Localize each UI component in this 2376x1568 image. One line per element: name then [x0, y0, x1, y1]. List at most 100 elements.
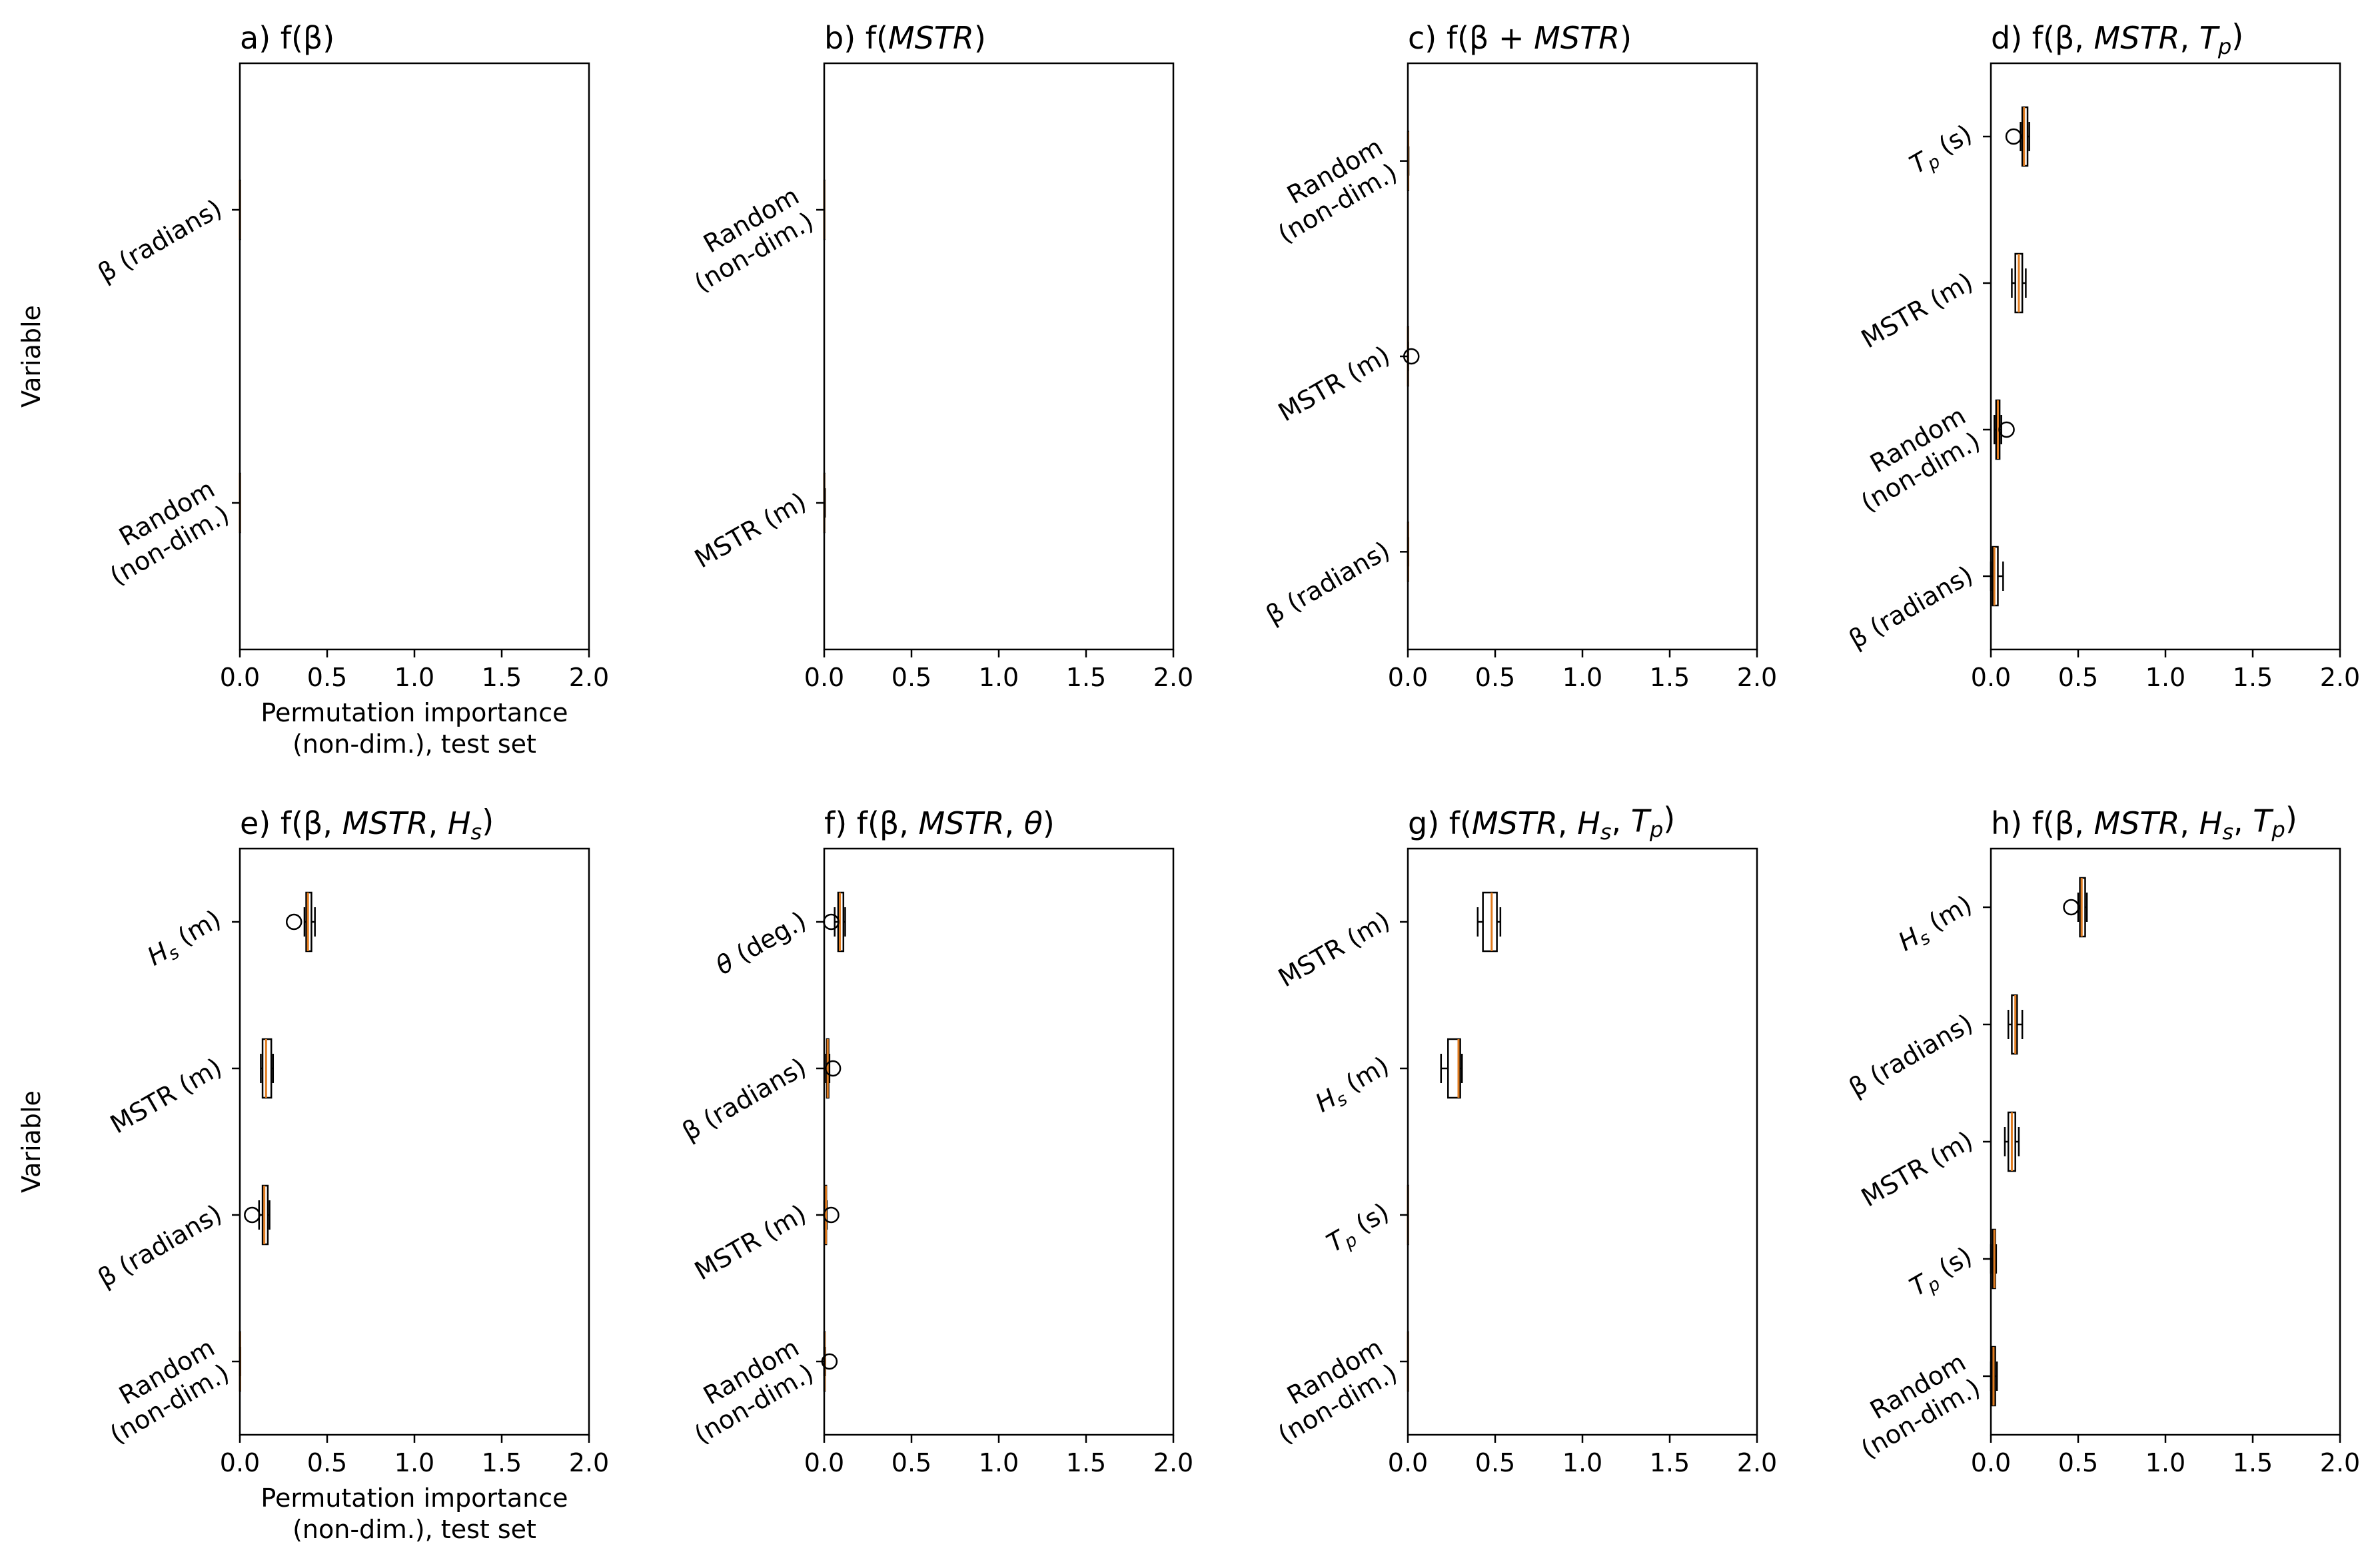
y-tick-label: Random(non-dim.) — [675, 181, 819, 298]
x-tick-label: 2.0 — [1153, 1448, 1193, 1477]
x-tick-label: 0.0 — [220, 663, 260, 692]
x-tick-label: 1.5 — [1650, 1448, 1690, 1477]
x-tick-label: 2.0 — [2320, 1448, 2360, 1477]
x-tick-label: 1.0 — [1562, 1448, 1602, 1477]
subplot-g: g) f(MSTR, Hs​, Tp​) 0.0 0.5 1.0 1.5 2.0 MSTR … — [1259, 801, 1778, 1477]
y-tick-label: Tp​ (s) — [1904, 119, 1980, 182]
subplot-h: h) f(β, MSTR, Hs​, Tp​) 0.0 0.5 1.0 1.5 2.0 Hs… — [1842, 801, 2360, 1477]
flier-point — [1998, 421, 2015, 438]
x-tick-label: 1.0 — [394, 663, 434, 692]
x-axis-label: Permutation importance — [261, 1483, 568, 1513]
x-tick-label: 2.0 — [1737, 1448, 1777, 1477]
x-tick-label: 2.0 — [1153, 663, 1193, 692]
y-tick-label: Hs​ (m) — [141, 904, 229, 974]
x-tick-label: 0.5 — [2058, 663, 2098, 692]
box-3 — [1990, 546, 2004, 607]
x-tick-label: 0.5 — [2058, 1448, 2098, 1477]
subplot-b: b) f(MSTR) 0.0 0.5 1.0 1.5 2.0 Random(non-dim.… — [675, 20, 1194, 692]
subplot-a: a) f(β) 0.0 0.5 1.0 1.5 2.0 β (radians) Random(… — [17, 20, 609, 759]
x-tick-label: 0.5 — [307, 663, 347, 692]
box-1 — [260, 1038, 275, 1099]
y-tick-label: β (radians) — [1844, 560, 1978, 654]
y-tick-label: Random(non-dim.) — [1842, 1348, 1986, 1464]
x-tick-label: 0.0 — [1388, 663, 1428, 692]
y-tick-label: Random(non-dim.) — [1259, 1333, 1403, 1449]
flier-point — [285, 913, 302, 931]
x-tick-label: 1.5 — [1650, 663, 1690, 692]
box-0 — [2005, 106, 2030, 167]
subplot-c: c) f(β + MSTR) 0.0 0.5 1.0 1.5 2.0 Random(non-… — [1259, 20, 1777, 692]
box-2 — [244, 1184, 271, 1246]
y-tick-label: MSTR (m) — [1856, 1126, 1978, 1213]
y-tick-label: Tp​ (s) — [1904, 1241, 1980, 1304]
x-tick-label: 0.5 — [1475, 663, 1515, 692]
x-tick-label: 0.0 — [1971, 1448, 2011, 1477]
y-tick-label: Random(non-dim.) — [91, 474, 235, 591]
y-tick-label: MSTR (m) — [1273, 906, 1395, 993]
x-tick-label: 0.0 — [804, 663, 844, 692]
axes-frame — [1407, 62, 1758, 651]
axes-frame — [823, 62, 1175, 651]
y-tick-label: Hs​ (m) — [1892, 889, 1980, 959]
x-tick-label: 1.0 — [979, 663, 1019, 692]
axes-frame — [1407, 847, 1758, 1436]
subplot-title: e) f(β, MSTR, Hs​) — [240, 803, 494, 845]
box-2 — [823, 1184, 840, 1246]
y-axis-label: Variable — [17, 305, 46, 408]
x-tick-label: 1.0 — [1562, 663, 1602, 692]
y-axis-label: Variable — [17, 1090, 46, 1193]
box-2 — [1993, 399, 2015, 460]
axes-frame — [1990, 847, 2341, 1436]
box-1 — [2007, 994, 2024, 1055]
x-tick-label: 0.5 — [891, 1448, 931, 1477]
y-tick-label: β (radians) — [1844, 1008, 1978, 1102]
box-0 — [1477, 891, 1502, 953]
subplot-f: f) f(β, MSTR, θ) 0.0 0.5 1.0 1.5 2.0 θ (deg.) β… — [677, 805, 1193, 1477]
y-tick-label: MSTR (m) — [690, 487, 811, 574]
box-1 — [2011, 252, 2027, 314]
x-tick-label: 1.0 — [394, 1448, 434, 1477]
x-tick-label: 0.0 — [1388, 1448, 1428, 1477]
x-axis-label-line2: (non-dim.), test set — [293, 1515, 536, 1544]
y-tick-label: MSTR (m) — [1273, 340, 1395, 428]
box-0 — [823, 891, 846, 953]
y-tick-label: Random(non-dim.) — [91, 1333, 235, 1449]
axes-frame — [239, 847, 590, 1436]
y-tick-label: MSTR (m) — [105, 1052, 227, 1140]
subplot-e: e) f(β, MSTR, Hs​) 0.0 0.5 1.0 1.5 2.0 Hs​ (m)… — [17, 803, 609, 1544]
subplot-title: f) f(β, MSTR, θ) — [824, 805, 1055, 841]
y-tick-label: θ (deg.) — [711, 906, 812, 980]
subplot-title: b) f(MSTR) — [824, 20, 986, 56]
axes-frame — [823, 847, 1175, 1436]
box-1 — [1440, 1038, 1463, 1099]
subplot-title: c) f(β + MSTR) — [1408, 20, 1632, 56]
x-tick-label: 1.0 — [2145, 663, 2185, 692]
x-tick-label: 1.5 — [482, 1448, 522, 1477]
y-tick-label: β (radians) — [1261, 536, 1395, 629]
box-0 — [2063, 877, 2088, 938]
subplot-title: d) f(β, MSTR, Tp​) — [1991, 18, 2243, 60]
subplot-title: g) f(MSTR, Hs​, Tp​) — [1408, 801, 1675, 845]
x-tick-label: 0.0 — [220, 1448, 260, 1477]
x-tick-label: 2.0 — [569, 1448, 609, 1477]
x-tick-label: 0.0 — [1971, 663, 2011, 692]
box-iqr — [1447, 1038, 1461, 1099]
x-tick-label: 1.5 — [1066, 1448, 1106, 1477]
y-tick-label: β (radians) — [677, 1052, 811, 1146]
box-2 — [2004, 1111, 2020, 1172]
y-tick-label: Random(non-dim.) — [1842, 401, 1986, 518]
y-tick-label: Random(non-dim.) — [1259, 132, 1403, 248]
x-tick-label: 0.5 — [1475, 1448, 1515, 1477]
y-tick-label: β (radians) — [93, 194, 227, 288]
x-axis-label: Permutation importance — [261, 698, 568, 727]
flier-point — [2005, 128, 2022, 145]
x-tick-label: 1.5 — [1066, 663, 1106, 692]
x-tick-label: 1.5 — [2233, 663, 2273, 692]
x-tick-label: 1.0 — [979, 1448, 1019, 1477]
x-tick-label: 0.5 — [307, 1448, 347, 1477]
axes-frame — [239, 62, 590, 651]
x-tick-label: 1.5 — [482, 663, 522, 692]
y-tick-label: MSTR (m) — [1856, 267, 1978, 354]
x-tick-label: 0.5 — [891, 663, 931, 692]
